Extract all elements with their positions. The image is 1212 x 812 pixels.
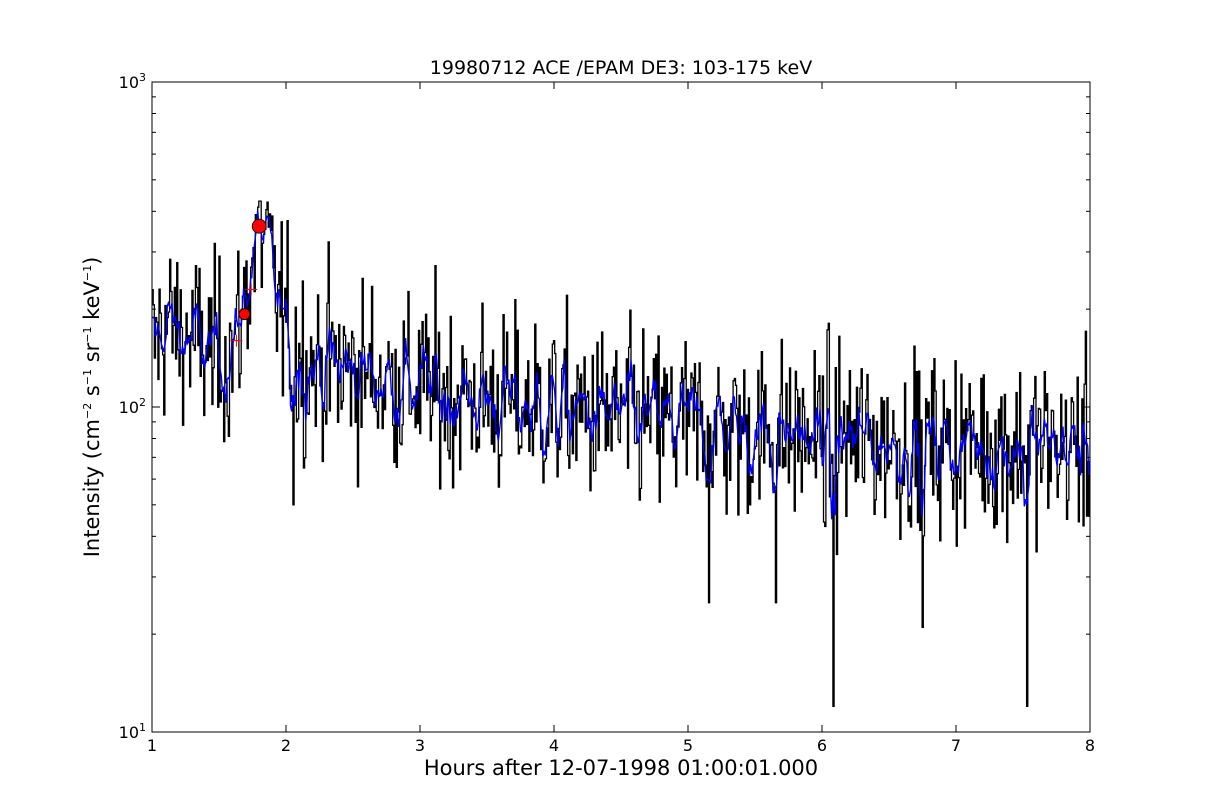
y-axis: 101 102 103 [119, 71, 1090, 742]
x-tick-label: 1 [147, 736, 157, 755]
x-tick-label: 6 [817, 736, 827, 755]
series-smoothed-line [152, 209, 1090, 520]
y-axis-label: Intensity (cm−2 s−1 sr−1 keV−1) [80, 257, 104, 558]
series-layer [152, 200, 1090, 707]
chart-title: 19980712 ACE /EPAM DE3: 103-175 keV [430, 57, 812, 79]
event-marker-plus [245, 283, 258, 296]
y-tick-label: 103 [119, 71, 146, 92]
x-tick-label: 7 [951, 736, 961, 755]
x-axis: 1 2 3 4 5 6 7 8 [147, 82, 1095, 755]
marker-layer [230, 218, 267, 347]
x-tick-label: 4 [549, 736, 559, 755]
y-tick-label: 101 [119, 721, 146, 742]
series-raw-line [152, 200, 1090, 707]
event-marker-circle [251, 218, 267, 234]
x-tick-label: 3 [415, 736, 425, 755]
x-tick-label: 8 [1085, 736, 1095, 755]
event-marker-plus [230, 334, 243, 347]
x-tick-label: 5 [683, 736, 693, 755]
y-tick-label: 102 [119, 396, 146, 417]
x-tick-label: 2 [281, 736, 291, 755]
event-marker-circle [238, 308, 251, 321]
x-axis-label: Hours after 12-07-1998 01:00:01.000 [424, 756, 818, 780]
